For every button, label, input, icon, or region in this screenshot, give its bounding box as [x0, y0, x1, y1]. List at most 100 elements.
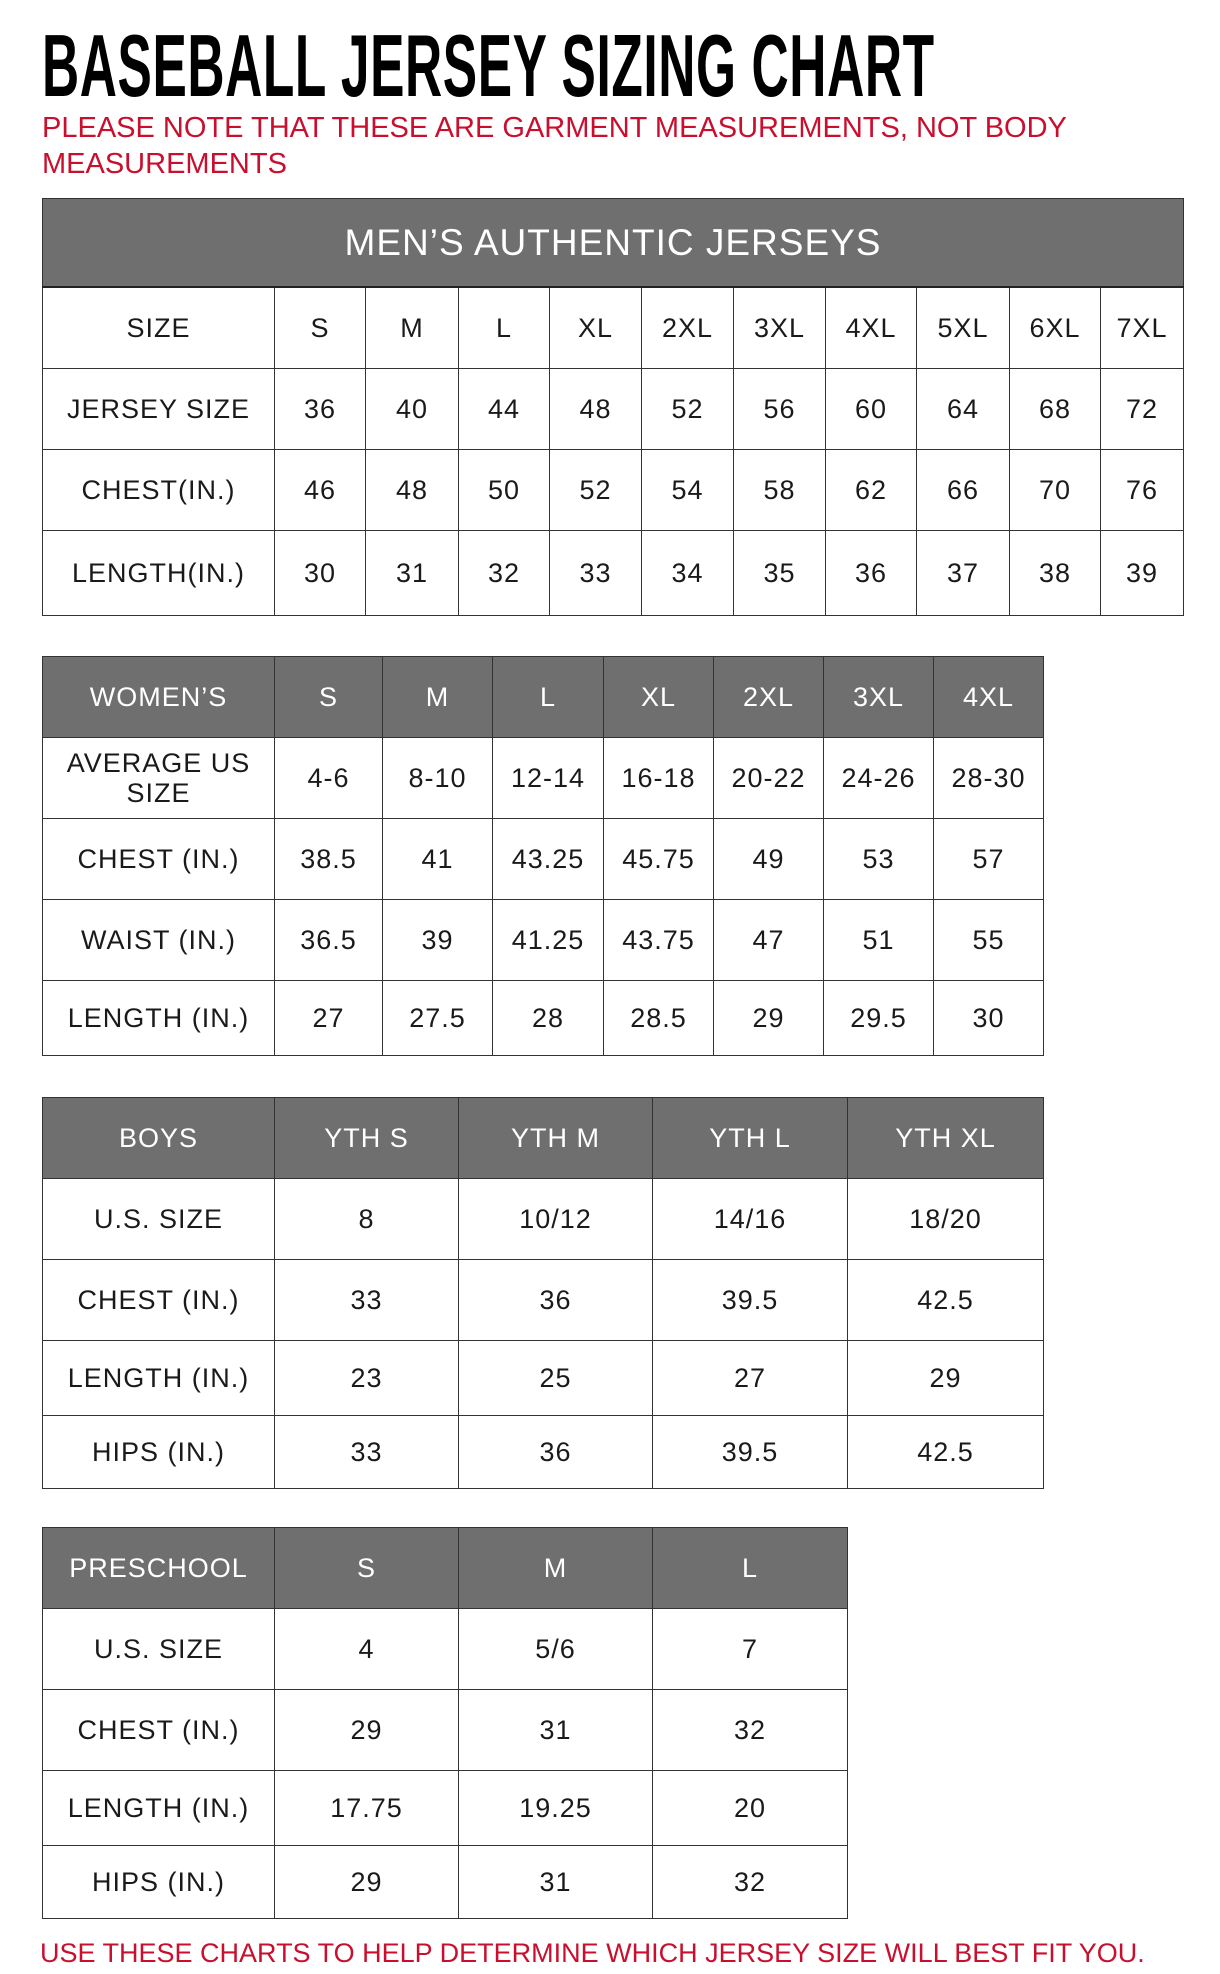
row-label: JERSEY SIZE: [42, 368, 275, 450]
table-cell: 16-18: [603, 737, 714, 819]
row-label: CHEST (IN.): [42, 1259, 275, 1341]
table-cell: 68: [1009, 368, 1101, 450]
size-header-cell: 4XL: [933, 656, 1044, 738]
table-cell: 31: [458, 1845, 653, 1919]
table-cell: 60: [825, 368, 917, 450]
table-cell: 25: [458, 1340, 653, 1416]
garment-measurement-note: PLEASE NOTE THAT THESE ARE GARMENT MEASU…: [42, 112, 1067, 180]
row-label: PRESCHOOL: [42, 1527, 275, 1609]
table-cell: 37: [916, 530, 1010, 616]
row-label: SIZE: [42, 286, 275, 369]
table-cell: 29: [274, 1845, 459, 1919]
table-cell: 42.5: [847, 1259, 1044, 1341]
page-title: BASEBALL JERSEY SIZING CHART: [42, 16, 935, 115]
size-header-cell: XL: [603, 656, 714, 738]
table-cell: 58: [733, 449, 826, 531]
table-cell: 48: [365, 449, 459, 531]
table-cell: 8-10: [382, 737, 493, 819]
table-cell: 30: [274, 530, 366, 616]
table-cell: 36.5: [274, 899, 383, 981]
row-label: CHEST (IN.): [42, 1689, 275, 1771]
table-cell: 28.5: [603, 980, 714, 1056]
row-label: WOMEN’S: [42, 656, 275, 738]
table-row: LENGTH (IN.) 17.75 19.25 20: [42, 1770, 848, 1846]
header-row: BOYS YTH S YTH M YTH L YTH XL: [42, 1097, 1044, 1179]
table-cell: 72: [1099, 368, 1185, 450]
table-cell: 33: [549, 530, 642, 616]
table-row: LENGTH (IN.) 27 27.5 28 28.5 29 29.5 30: [42, 980, 1044, 1056]
womens-table: WOMEN’S S M L XL 2XL 3XL 4XL AVERAGE US SIZE 4-6 8…: [42, 656, 1044, 1056]
table-cell: 49: [713, 818, 824, 900]
table-cell: 48: [549, 368, 642, 450]
size-header-cell: L: [492, 656, 604, 738]
size-header-cell: M: [458, 1527, 653, 1609]
row-label: HIPS (IN.): [42, 1415, 275, 1489]
table-cell: 43.25: [492, 818, 604, 900]
table-cell: 27: [652, 1340, 848, 1416]
table-cell: 36: [825, 530, 917, 616]
row-label: AVERAGE US SIZE: [42, 737, 275, 819]
header-row: WOMEN’S S M L XL 2XL 3XL 4XL: [42, 656, 1044, 738]
table-cell: 32: [458, 530, 550, 616]
table-cell: 28-30: [933, 737, 1044, 819]
table-cell: 54: [641, 449, 734, 531]
row-label: LENGTH (IN.): [42, 1340, 275, 1416]
table-cell: 64: [916, 368, 1010, 450]
size-header-cell: 4XL: [825, 286, 917, 369]
table-cell: 70: [1009, 449, 1101, 531]
size-header-cell: 5XL: [916, 286, 1010, 369]
table-cell: 39.5: [652, 1415, 848, 1489]
table-cell: 33: [274, 1415, 459, 1489]
preschool-table: PRESCHOOL S M L U.S. SIZE 4 5/6 7 CHEST (IN.) 29 3…: [42, 1527, 848, 1919]
table-cell: 36: [458, 1415, 653, 1489]
row-label: LENGTH(IN.): [42, 530, 275, 616]
table-cell: 36: [274, 368, 366, 450]
table-cell: 51: [823, 899, 934, 981]
table-cell: 29: [713, 980, 824, 1056]
table-cell: 52: [641, 368, 734, 450]
table-cell: 8: [274, 1178, 459, 1260]
table-cell: 38: [1009, 530, 1101, 616]
table-cell: 18/20: [847, 1178, 1044, 1260]
table-row: AVERAGE US SIZE 4-6 8-10 12-14 16-18 20-22 24-…: [42, 737, 1044, 819]
table-cell: 36: [458, 1259, 653, 1341]
row-label: CHEST (IN.): [42, 818, 275, 900]
table-cell: 28: [492, 980, 604, 1056]
table-row: LENGTH (IN.) 23 25 27 29: [42, 1340, 1044, 1416]
table-cell: 24-26: [823, 737, 934, 819]
table-row: HIPS (IN.) 33 36 39.5 42.5: [42, 1415, 1044, 1489]
table-cell: 66: [916, 449, 1010, 531]
table-cell: 39.5: [652, 1259, 848, 1341]
table-row: LENGTH(IN.) 30 31 32 33 34 35 36 37 38 39: [42, 530, 1185, 616]
table-cell: 23: [274, 1340, 459, 1416]
table-cell: 14/16: [652, 1178, 848, 1260]
table-cell: 29: [274, 1689, 459, 1771]
table-row: CHEST(IN.) 46 48 50 52 54 58 62 66 70 76: [42, 449, 1185, 531]
size-header-cell: L: [652, 1527, 848, 1609]
table-cell: 31: [458, 1689, 653, 1771]
table-cell: 76: [1099, 449, 1185, 531]
table-cell: 38.5: [274, 818, 383, 900]
table-cell: 57: [933, 818, 1044, 900]
row-label: LENGTH (IN.): [42, 1770, 275, 1846]
table-row: CHEST (IN.) 33 36 39.5 42.5: [42, 1259, 1044, 1341]
table-cell: 35: [733, 530, 826, 616]
table-cell: 53: [823, 818, 934, 900]
table-cell: 55: [933, 899, 1044, 981]
size-header-cell: M: [382, 656, 493, 738]
table-cell: 62: [825, 449, 917, 531]
table-row: CHEST (IN.) 29 31 32: [42, 1689, 848, 1771]
table-cell: 29.5: [823, 980, 934, 1056]
size-header-cell: 7XL: [1099, 286, 1185, 369]
table-cell: 42.5: [847, 1415, 1044, 1489]
size-header-cell: XL: [549, 286, 642, 369]
table-cell: 45.75: [603, 818, 714, 900]
row-label: U.S. SIZE: [42, 1608, 275, 1690]
table-cell: 32: [652, 1845, 848, 1919]
table-cell: 20: [652, 1770, 848, 1846]
table-cell: 39: [382, 899, 493, 981]
table-cell: 33: [274, 1259, 459, 1341]
table-cell: 34: [641, 530, 734, 616]
row-label: HIPS (IN.): [42, 1845, 275, 1919]
table-cell: 44: [458, 368, 550, 450]
